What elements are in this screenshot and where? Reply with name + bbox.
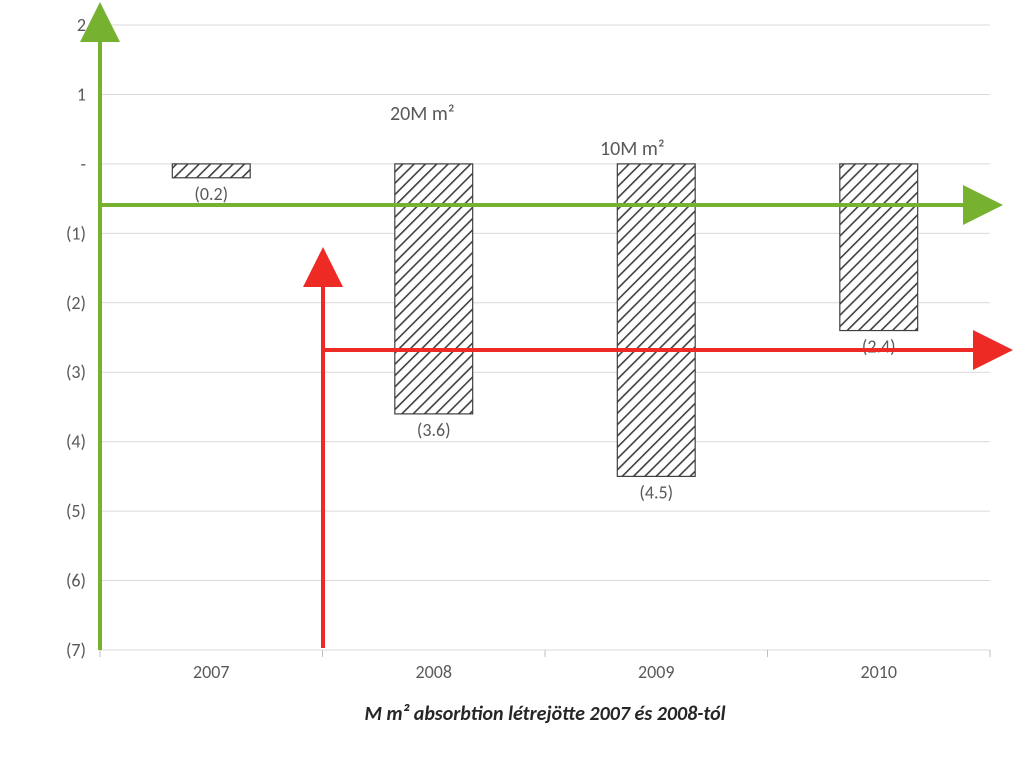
data-label: (0.2): [194, 183, 228, 205]
y-tick-label: 2: [77, 14, 86, 36]
column-bar: [172, 164, 250, 178]
data-label: (4.5): [639, 481, 673, 503]
y-tick-label: (4): [66, 431, 86, 453]
y-tick-label: (6): [66, 570, 86, 592]
y-tick-label: (1): [66, 222, 86, 244]
arrow-label: 10M m²: [600, 137, 665, 161]
y-tick-label: 1: [77, 83, 86, 105]
data-label: (3.6): [417, 419, 451, 441]
x-tick-label: 2010: [861, 661, 898, 683]
y-tick-label: (7): [66, 639, 86, 661]
x-axis-title: M m² absorbtion létrejötte 2007 és 2008-…: [364, 702, 725, 726]
column-bar: [395, 164, 473, 414]
x-tick-label: 2007: [193, 661, 230, 683]
x-tick-label: 2008: [416, 661, 453, 683]
arrow-label: 20M m²: [390, 102, 455, 126]
y-tick-label: (5): [66, 500, 86, 522]
y-tick-label: (3): [66, 361, 86, 383]
column-bar: [840, 164, 918, 331]
column-bar: [617, 164, 695, 477]
x-tick-label: 2009: [638, 661, 675, 683]
y-tick-label: -: [80, 153, 86, 175]
y-tick-label: (2): [66, 292, 86, 314]
data-label: (2.4): [862, 336, 896, 358]
